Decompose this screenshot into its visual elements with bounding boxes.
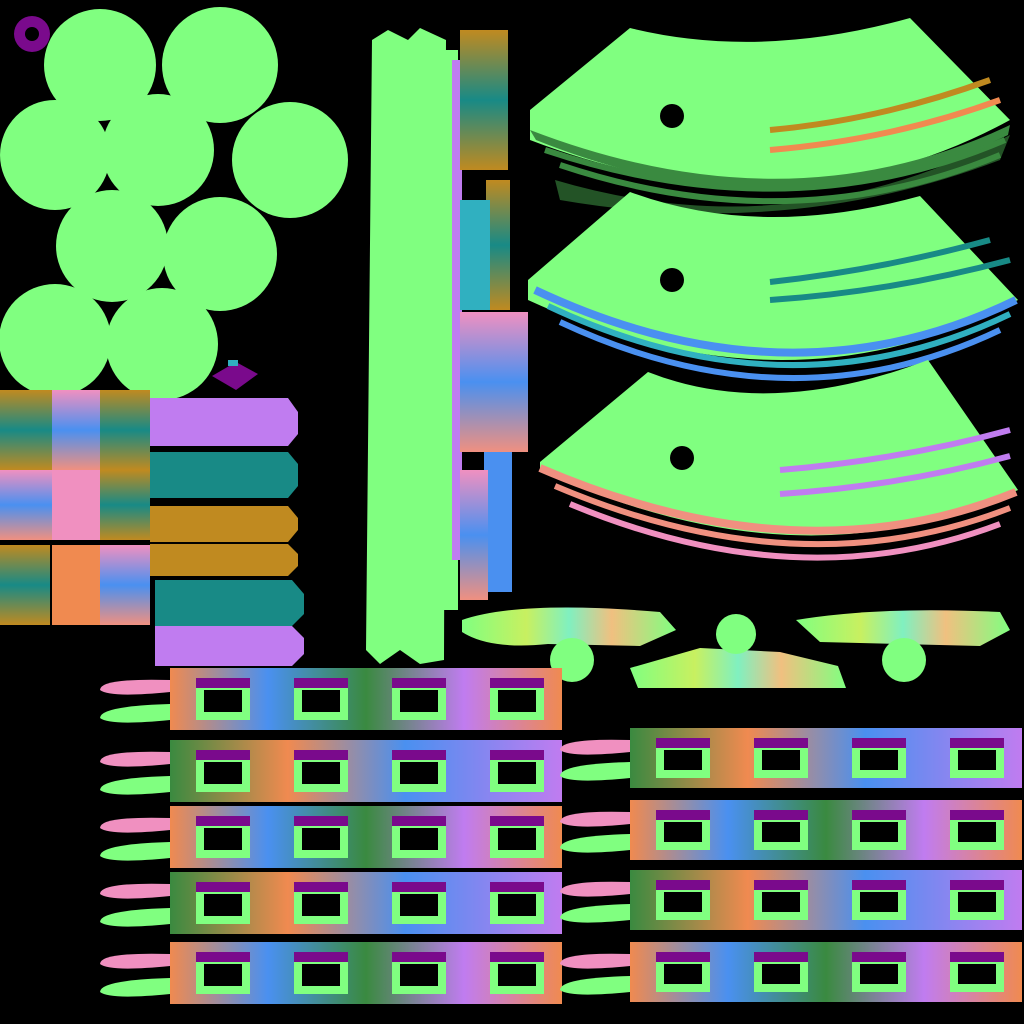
chain-link-hole bbox=[950, 810, 1004, 850]
chain-link-hole bbox=[754, 952, 808, 992]
chain-link-hole bbox=[950, 952, 1004, 992]
chain-link-hole bbox=[196, 678, 250, 720]
chain-link-hole bbox=[656, 738, 710, 778]
chain-link-hole bbox=[294, 882, 348, 924]
chain-link-hole bbox=[392, 816, 446, 858]
chain-row bbox=[560, 800, 1022, 860]
uv-circle bbox=[44, 9, 156, 121]
chain-link-hole bbox=[294, 952, 348, 994]
chain-row bbox=[100, 942, 562, 1004]
uv-circle bbox=[56, 190, 168, 302]
chain-row bbox=[560, 728, 1022, 788]
chain-link-hole bbox=[852, 880, 906, 920]
tab-strips bbox=[150, 398, 304, 666]
uv-circle bbox=[232, 102, 348, 218]
chain-row bbox=[560, 942, 1022, 1002]
chain-link-hole bbox=[852, 952, 906, 992]
chain-link-hole bbox=[294, 678, 348, 720]
chain-link-hole bbox=[656, 952, 710, 992]
chain-link-hole bbox=[196, 750, 250, 792]
chain-link-hole bbox=[950, 738, 1004, 778]
arc-fan bbox=[528, 192, 1018, 381]
chain-link-hole bbox=[490, 952, 544, 994]
chain-link-hole bbox=[490, 678, 544, 720]
uv-circle bbox=[106, 288, 218, 400]
chain-grid-left bbox=[100, 668, 562, 1004]
chain-row bbox=[100, 872, 562, 934]
chain-link-hole bbox=[196, 816, 250, 858]
vertical-strips bbox=[366, 28, 528, 664]
uv-circle bbox=[162, 7, 278, 123]
chain-link-hole bbox=[196, 952, 250, 994]
chain-link-hole bbox=[754, 738, 808, 778]
chain-link-hole bbox=[490, 750, 544, 792]
bar-grid bbox=[0, 390, 150, 625]
chain-grid-right bbox=[560, 728, 1022, 1002]
chain-link-hole bbox=[754, 810, 808, 850]
chain-link-hole bbox=[754, 880, 808, 920]
uv-circle bbox=[102, 94, 214, 206]
chain-link-hole bbox=[392, 678, 446, 720]
small-diamond bbox=[212, 362, 258, 390]
arc-fan bbox=[530, 18, 1010, 214]
chain-link-hole bbox=[196, 882, 250, 924]
chain-row bbox=[100, 668, 562, 730]
wavy-band bbox=[462, 607, 1010, 688]
small-ring bbox=[14, 16, 50, 52]
chain-row bbox=[100, 740, 562, 802]
chain-link-hole bbox=[950, 880, 1004, 920]
chain-link-hole bbox=[392, 882, 446, 924]
chain-row bbox=[560, 870, 1022, 930]
chain-link-hole bbox=[392, 952, 446, 994]
chain-link-hole bbox=[294, 750, 348, 792]
circle-cluster bbox=[0, 7, 348, 400]
uv-circle bbox=[163, 197, 277, 311]
uv-circle bbox=[0, 284, 111, 396]
chain-link-hole bbox=[852, 738, 906, 778]
chain-link-hole bbox=[392, 750, 446, 792]
arc-fan bbox=[538, 360, 1018, 561]
chain-link-hole bbox=[656, 880, 710, 920]
chain-link-hole bbox=[490, 816, 544, 858]
uv-circle bbox=[0, 100, 110, 210]
chain-link-hole bbox=[294, 816, 348, 858]
chain-link-hole bbox=[490, 882, 544, 924]
chain-row bbox=[100, 806, 562, 868]
chain-link-hole bbox=[656, 810, 710, 850]
chain-link-hole bbox=[852, 810, 906, 850]
